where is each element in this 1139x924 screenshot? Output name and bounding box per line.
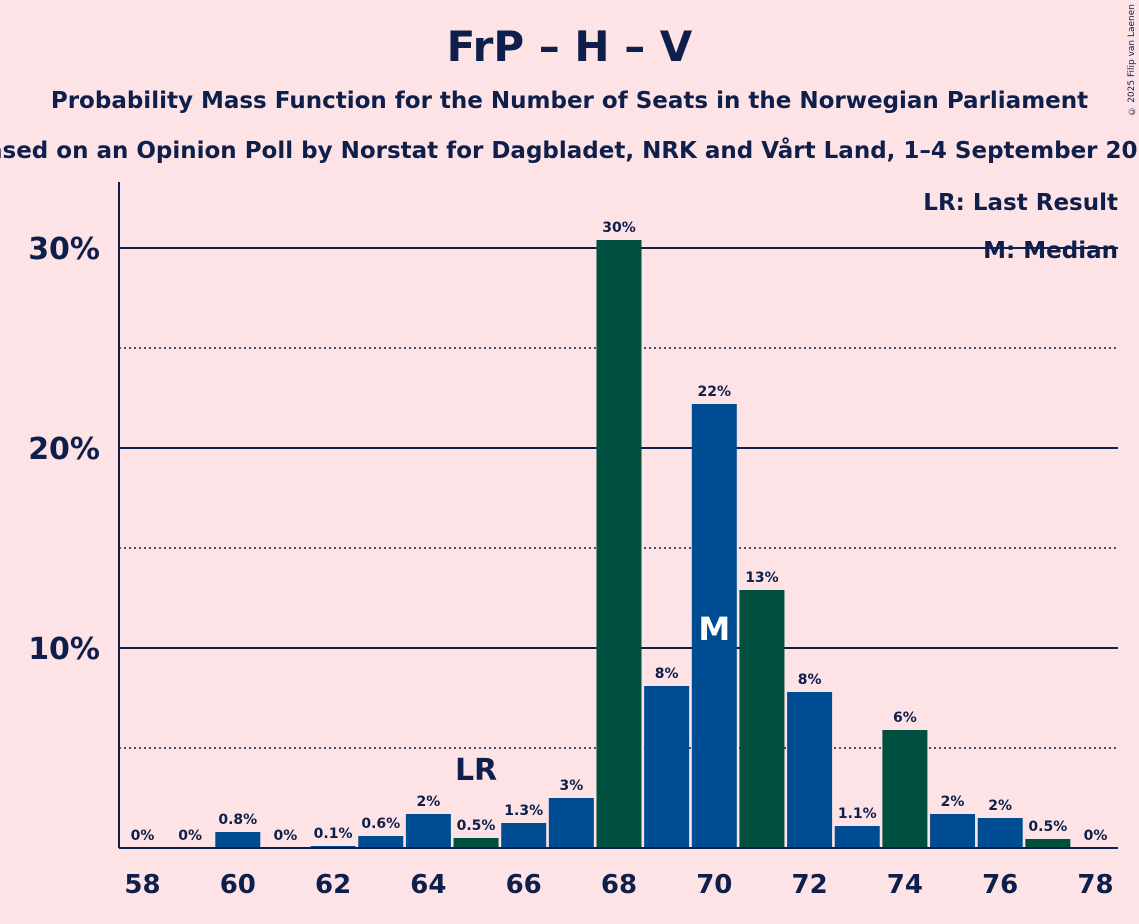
bar-seat-77 [1025, 839, 1071, 848]
bar-seat-66 [501, 823, 547, 848]
bar-seat-75 [930, 814, 976, 848]
value-label-seat-67: 3% [559, 778, 583, 794]
value-label-seat-68: 30% [602, 220, 636, 236]
bar-seat-60 [215, 832, 261, 848]
bar-seat-63 [358, 836, 404, 848]
value-label-seat-77: 0.5% [1028, 819, 1067, 835]
x-tick-label: 68 [601, 870, 637, 900]
bar-seat-70 [691, 404, 737, 848]
bar-seat-64 [405, 814, 451, 848]
bar-seat-69 [644, 686, 690, 848]
value-label-seat-78: 0% [1084, 828, 1108, 844]
value-label-seat-73: 1.1% [838, 806, 877, 822]
median-marker: M [698, 610, 730, 648]
axes: 10% 20% 30% 58 60 62 64 66 68 70 72 74 76 78 [28, 182, 1118, 900]
chart-subtitle: Probability Mass Function for the Number… [50, 88, 1089, 114]
x-tick-label: 60 [220, 870, 256, 900]
value-label-seat-65: 0.5% [457, 818, 496, 834]
x-tick-label: 72 [792, 870, 828, 900]
bar-seat-76 [977, 818, 1023, 848]
x-tick-label: 76 [982, 870, 1018, 900]
value-label-seat-69: 8% [655, 666, 679, 682]
value-label-seat-61: 0% [274, 828, 298, 844]
value-label-seat-64: 2% [417, 794, 441, 810]
x-tick-label: 62 [315, 870, 351, 900]
value-label-seat-60: 0.8% [218, 812, 257, 828]
y-tick-label: 30% [28, 232, 100, 267]
value-label-seat-62: 0.1% [314, 826, 353, 842]
bars [215, 240, 1071, 848]
bar-seat-71 [739, 590, 785, 848]
bar-seat-68 [596, 240, 642, 848]
chart-title: FrP – H – V [446, 22, 693, 71]
value-label-seat-58: 0% [131, 828, 155, 844]
x-tick-label: 64 [410, 870, 446, 900]
bar-seat-74 [882, 730, 928, 848]
x-tick-label: 70 [696, 870, 732, 900]
value-labels: 0% 0% 0.8% 0% 0.1% 0.6% 2% 0.5% 1.3% 3% 30% 8% 22% 13… [131, 220, 1108, 844]
value-label-seat-66: 1.3% [504, 803, 543, 819]
bar-seat-72 [787, 692, 833, 848]
value-label-seat-71: 13% [745, 570, 779, 586]
x-tick-label: 58 [124, 870, 160, 900]
x-tick-label: 74 [887, 870, 923, 900]
x-tick-label: 78 [1077, 870, 1113, 900]
y-tick-label: 10% [28, 632, 100, 667]
value-label-seat-63: 0.6% [361, 816, 400, 832]
legend: LR: Last Result M: Median [923, 190, 1118, 264]
value-label-seat-75: 2% [941, 794, 965, 810]
value-label-seat-76: 2% [988, 798, 1012, 814]
y-tick-label: 20% [28, 432, 100, 467]
legend-last-result: LR: Last Result [923, 190, 1118, 216]
value-label-seat-59: 0% [178, 828, 202, 844]
bar-seat-65 [453, 838, 499, 848]
x-tick-label: 66 [506, 870, 542, 900]
bar-seat-73 [834, 826, 880, 848]
chart-source-line: Based on an Opinion Poll by Norstat for … [0, 138, 1139, 164]
last-result-marker: LR [455, 753, 497, 788]
value-label-seat-70: 22% [698, 384, 732, 400]
value-label-seat-74: 6% [893, 710, 917, 726]
value-label-seat-72: 8% [798, 672, 822, 688]
bar-seat-67 [548, 798, 594, 848]
legend-median: M: Median [983, 238, 1118, 264]
